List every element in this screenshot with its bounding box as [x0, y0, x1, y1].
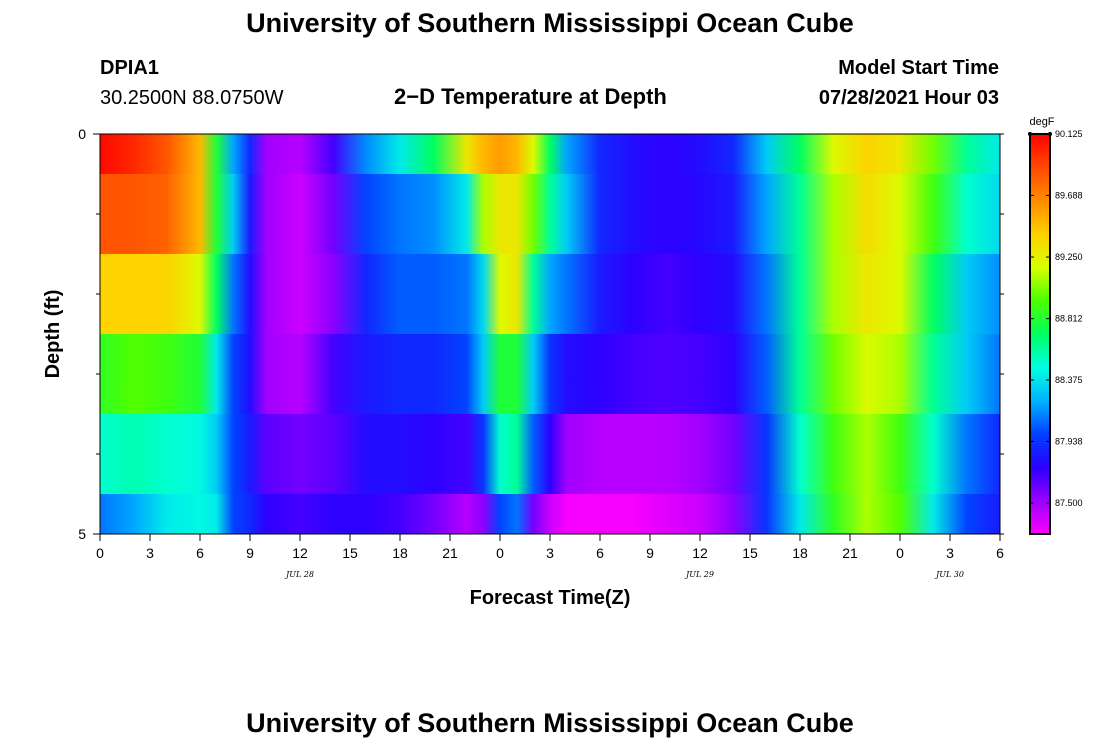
- x-tick-label: 6: [196, 545, 204, 561]
- y-axis-label: Depth (ft): [42, 290, 64, 379]
- x-tick-label: 0: [96, 545, 104, 561]
- heatmap-row-3: [100, 334, 1000, 415]
- model-start-value: 07/28/2021 Hour 03: [818, 87, 999, 109]
- plot-title: 2−D Temperature at Depth: [394, 84, 667, 109]
- station-id: DPIA1: [100, 57, 159, 79]
- heatmap-row-4: [100, 414, 1000, 495]
- x-tick-label: 9: [246, 545, 254, 561]
- colorbar-tick-label: 87.938: [1055, 436, 1083, 446]
- station-coords: 30.2500N 88.0750W: [100, 87, 284, 109]
- x-date-label: JUL 30: [934, 570, 964, 579]
- x-tick-label: 3: [946, 545, 954, 561]
- colorbar-corner-dot: [1028, 132, 1032, 136]
- x-tick-label: 3: [146, 545, 154, 561]
- colorbar-tick-label: 87.500: [1055, 498, 1083, 508]
- x-tick-label: 21: [842, 545, 858, 561]
- x-axis-label: Forecast Time(Z): [470, 587, 631, 609]
- colorbar-tick-label: 88.375: [1055, 375, 1083, 385]
- colorbar-unit: degF: [1029, 116, 1054, 128]
- axes: 0 3 6 9 12 15 18 21 0 3 6 9 12 15 18 21 0 3 6 JUL 28 JUL 29 J…: [78, 126, 1004, 579]
- x-tick-label: 0: [896, 545, 904, 561]
- x-tick-label: 12: [292, 545, 308, 561]
- x-tick-label: 6: [596, 545, 604, 561]
- x-tick-label: 15: [342, 545, 358, 561]
- x-tick-label: 12: [692, 545, 708, 561]
- y-tick-label: 5: [78, 526, 86, 542]
- colorbar-scale: [1029, 133, 1051, 535]
- colorbar-tick-label: 89.688: [1055, 190, 1083, 200]
- colorbar-tick-label: 88.812: [1055, 314, 1083, 324]
- footer-title: University of Southern Mississippi Ocean…: [246, 708, 854, 738]
- x-tick-label: 18: [392, 545, 408, 561]
- model-start-label: Model Start Time: [838, 57, 999, 79]
- x-tick-label: 6: [996, 545, 1004, 561]
- x-date-label: JUL 28: [284, 570, 314, 579]
- x-tick-label: 0: [496, 545, 504, 561]
- colorbar-tick-label: 90.125: [1055, 129, 1083, 139]
- colorbar: 90.125 89.688 89.250 88.812 88.375 87.938 87.5…: [1028, 129, 1083, 535]
- heatmap-row-0: [100, 134, 1000, 175]
- heatmap-row-1: [100, 174, 1000, 255]
- x-date-label: JUL 29: [684, 570, 714, 579]
- page-title: University of Southern Mississippi Ocean…: [246, 8, 854, 38]
- x-tick-label: 15: [742, 545, 758, 561]
- heatmap-cells: [100, 134, 1000, 535]
- colorbar-tick-label: 89.250: [1055, 252, 1083, 262]
- x-tick-label: 9: [646, 545, 654, 561]
- colorbar-corner-dot: [1048, 132, 1052, 136]
- x-tick-label: 3: [546, 545, 554, 561]
- y-tick-label: 0: [78, 126, 86, 142]
- heatmap-row-2: [100, 254, 1000, 335]
- x-tick-label: 21: [442, 545, 458, 561]
- heatmap-row-5: [100, 494, 1000, 535]
- x-tick-label: 18: [792, 545, 808, 561]
